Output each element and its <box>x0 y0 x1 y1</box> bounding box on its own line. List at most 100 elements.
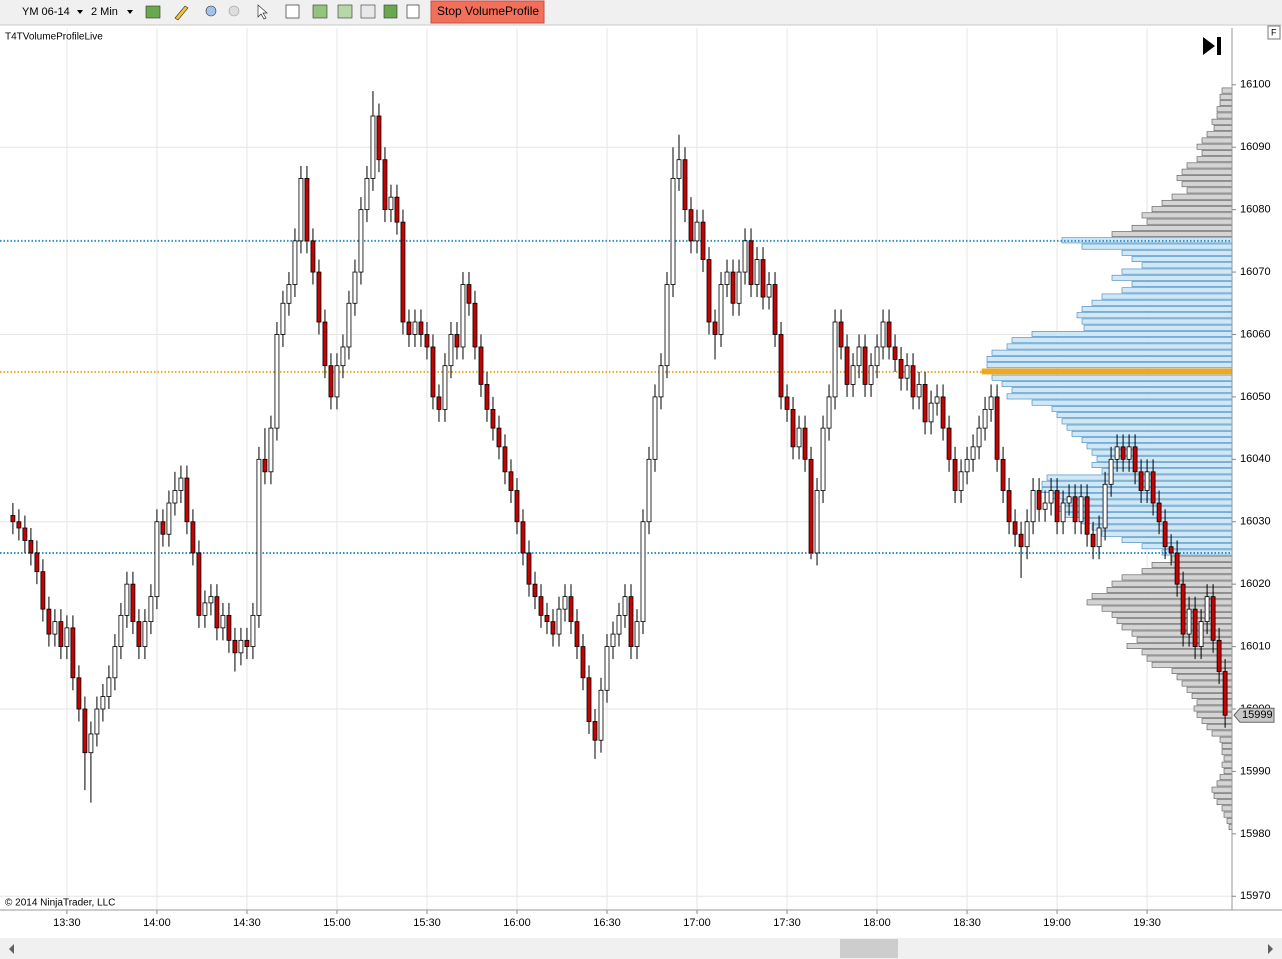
candle-body <box>304 178 310 242</box>
profile-bar <box>1219 100 1233 106</box>
last-price-label: 15999 <box>1242 709 1273 721</box>
instrument-selector[interactable]: YM 06-14 <box>22 6 70 18</box>
profile-bar <box>1091 299 1233 306</box>
candle-body <box>682 159 688 211</box>
y-tick-label: 16060 <box>1240 328 1271 340</box>
candle-body <box>364 178 370 211</box>
candle-body <box>688 209 694 242</box>
interval-selector[interactable]: 2 Min <box>91 6 118 18</box>
bars-icon[interactable] <box>145 5 161 19</box>
candle-body <box>580 646 586 679</box>
candle-body <box>706 259 712 323</box>
profile-bar <box>1066 424 1233 431</box>
candle-body <box>1180 583 1186 635</box>
candle-body <box>262 458 268 473</box>
profile-bar <box>1141 212 1233 219</box>
scroll-left[interactable] <box>9 944 14 954</box>
candle-body <box>1222 671 1228 716</box>
candle-body <box>772 284 778 335</box>
candle-body <box>1198 621 1204 647</box>
profile-bar <box>1076 312 1233 319</box>
profile-bar <box>1219 774 1233 781</box>
x-tick-label: 16:00 <box>503 917 531 929</box>
draw-icon[interactable] <box>174 5 189 21</box>
candle-body <box>640 521 646 623</box>
dollar-icon[interactable] <box>383 4 398 19</box>
candle-body <box>730 271 736 304</box>
candle-body <box>574 621 580 647</box>
scrollbar[interactable] <box>0 938 1282 959</box>
dropdown-arrow[interactable] <box>127 10 133 14</box>
scroll-thumb[interactable] <box>840 939 898 958</box>
candle-body <box>796 427 802 448</box>
candle-body <box>964 458 970 473</box>
candle-body <box>22 527 28 541</box>
candle-body <box>898 359 904 379</box>
go-to-end-icon[interactable] <box>1203 37 1215 55</box>
candle-body <box>190 521 196 554</box>
candle-body <box>892 346 898 360</box>
candle-body <box>166 502 172 535</box>
candle-body <box>934 396 940 404</box>
candle-body <box>40 571 46 610</box>
pointer-icon[interactable] <box>257 4 268 20</box>
candle-body <box>904 365 910 379</box>
candle-body <box>928 402 934 423</box>
zoom-out-icon[interactable] <box>228 5 240 17</box>
profile-bar <box>1051 405 1233 412</box>
profile-bar <box>1101 468 1233 475</box>
panel-button[interactable] <box>1267 25 1281 40</box>
profile-bar <box>1121 624 1233 631</box>
candle-body <box>10 515 16 523</box>
scroll-right[interactable] <box>1268 944 1273 954</box>
profile-bar <box>1101 293 1233 300</box>
candle-body <box>784 396 790 410</box>
candle-body <box>1114 446 1120 460</box>
magnifier-icon[interactable] <box>285 4 300 19</box>
candle-body <box>880 321 886 348</box>
candle-body <box>712 321 718 335</box>
profile-bar <box>1216 799 1233 806</box>
candle-body <box>940 396 946 429</box>
candle-body <box>292 240 298 285</box>
profile-bar <box>1181 181 1233 188</box>
candle-body <box>598 689 604 741</box>
x-tick-label: 18:30 <box>953 917 981 929</box>
candle-body <box>316 271 322 323</box>
y-tick-label: 15990 <box>1240 765 1271 777</box>
profile-bar <box>1131 281 1233 287</box>
copyright: © 2014 NinjaTrader, LLC <box>5 898 115 909</box>
zoom-in-icon[interactable] <box>205 5 217 17</box>
dropdown-arrow[interactable] <box>77 10 83 14</box>
candle-body <box>670 178 676 285</box>
candle-body <box>1090 533 1096 548</box>
candle-body <box>436 396 442 410</box>
go-to-end-bar[interactable] <box>1217 37 1221 55</box>
profile-bar <box>1216 106 1233 113</box>
properties-icon[interactable] <box>360 4 376 19</box>
indicator-icon[interactable] <box>337 4 353 19</box>
candle-body <box>1156 502 1162 523</box>
strategy-icon[interactable] <box>312 4 328 19</box>
stop-button[interactable] <box>430 0 545 24</box>
indicator-label: T4TVolumeProfileLive <box>5 32 103 43</box>
panel-button-label[interactable]: F <box>1271 27 1277 37</box>
candle-body <box>502 446 508 473</box>
profile-bar <box>1083 324 1233 331</box>
candle-body <box>136 621 142 647</box>
stop-button-label[interactable]: Stop VolumeProfile <box>437 4 539 18</box>
candle-body <box>112 646 118 679</box>
candle-body <box>1210 596 1216 641</box>
candle-body <box>694 221 700 242</box>
window-icon[interactable] <box>406 4 420 19</box>
profile-bar <box>1141 568 1233 575</box>
candle-body <box>652 396 658 460</box>
profile-bar <box>1219 736 1233 743</box>
candle-body <box>970 446 976 460</box>
candle-body <box>196 552 202 616</box>
toolbar-icons[interactable] <box>145 4 420 21</box>
candle-body <box>514 490 520 523</box>
profile-bar <box>1081 306 1233 312</box>
candle-body <box>820 427 826 491</box>
profile-bar <box>1223 768 1233 774</box>
